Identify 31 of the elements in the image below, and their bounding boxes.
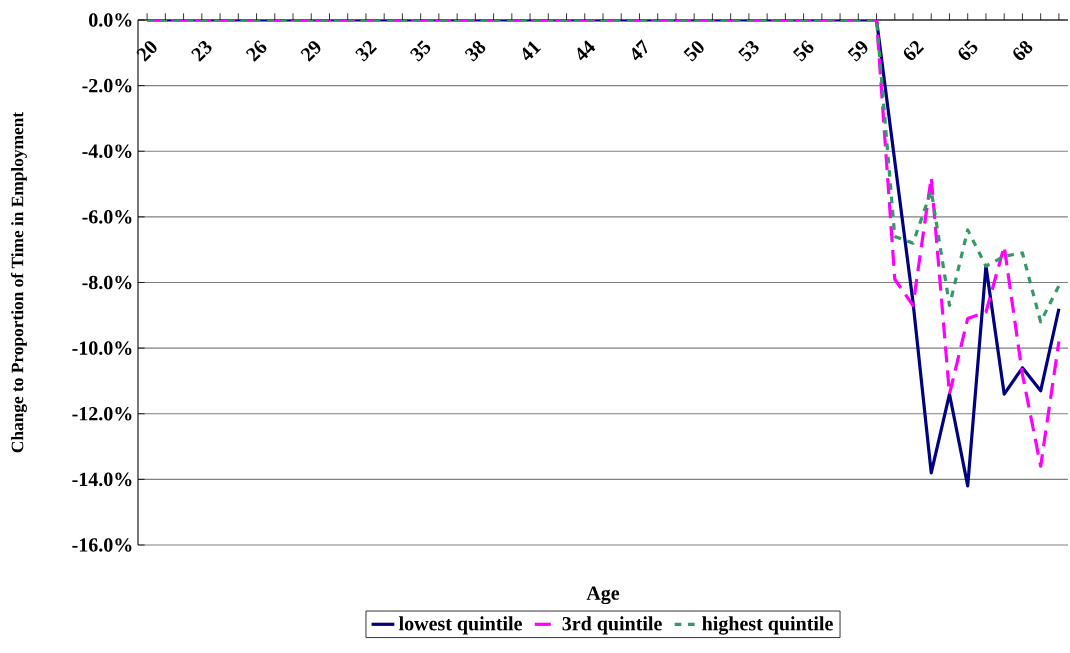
x-tick-label: 56 <box>792 40 814 62</box>
legend-label: highest quintile <box>702 616 833 635</box>
x-axis-title: Age <box>586 586 620 605</box>
y-tick-label: -8.0% <box>82 275 132 290</box>
x-tick-label: 32 <box>355 41 378 62</box>
x-tick-label: 38 <box>464 40 486 62</box>
x-tick-label: 35 <box>409 40 431 62</box>
x-tick-label: 44 <box>577 40 596 61</box>
y-axis-title: Change to Proportion of Time in Employment <box>10 111 27 453</box>
x-tick-label: 20 <box>136 41 157 62</box>
legend-label: lowest quintile <box>399 616 522 635</box>
x-tick-label: 26 <box>245 40 267 62</box>
y-tick-label: -12.0% <box>72 406 132 421</box>
x-tick-label: 50 <box>683 41 704 62</box>
x-tick-label: 53 <box>738 41 759 62</box>
x-tick-label: 68 <box>1013 40 1033 61</box>
y-tick-label: -6.0% <box>82 210 132 224</box>
x-tick-label: 41 <box>522 41 542 61</box>
y-tick-label: 0.0% <box>89 13 132 27</box>
y-tick-label: -16.0% <box>72 538 132 552</box>
y-tick-label: -2.0% <box>82 78 132 93</box>
legend-label: 3rd quintile <box>562 616 662 635</box>
x-tick-label: 47 <box>632 39 648 61</box>
x-tick-label: 65 <box>958 40 978 60</box>
x-tick-label: 62 <box>903 41 925 60</box>
y-tick-label: -4.0% <box>82 144 132 159</box>
x-tick-label: 29 <box>300 41 321 62</box>
y-tick-label: -10.0% <box>72 341 132 355</box>
y-tick-label: -14.0% <box>72 472 132 487</box>
x-tick-label: 23 <box>191 41 212 62</box>
x-tick-label: 59 <box>847 41 868 62</box>
